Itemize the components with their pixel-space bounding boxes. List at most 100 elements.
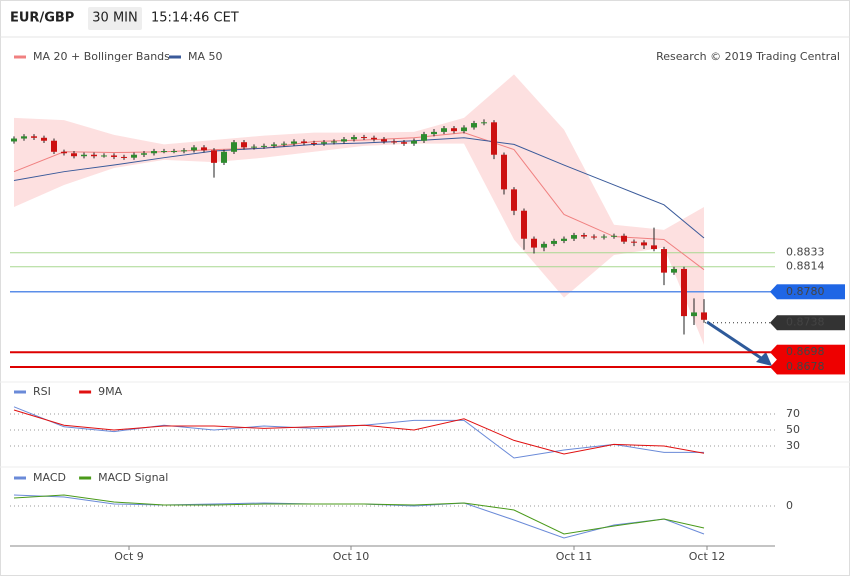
candle-body — [71, 153, 77, 157]
candle-body — [691, 312, 697, 317]
candle-body — [701, 312, 707, 320]
candle-body — [181, 150, 187, 152]
symbol: EUR/GBP — [10, 11, 74, 26]
level-label: 0.8698 — [786, 345, 825, 358]
candle-body — [421, 134, 427, 141]
candle-body — [481, 122, 487, 124]
x-tick-label: Oct 11 — [556, 550, 593, 563]
candle-body — [281, 143, 287, 145]
candle-body — [381, 139, 387, 142]
candle-body — [441, 128, 447, 132]
candle-body — [301, 141, 307, 143]
candle-body — [201, 147, 207, 151]
forecast-arrow — [706, 320, 768, 364]
series-line — [13, 494, 705, 535]
y-tick-label: 50 — [786, 423, 800, 436]
candle-body — [581, 235, 587, 237]
legend-label: MA 20 + Bollinger Bands — [33, 50, 170, 63]
candle-body — [491, 122, 497, 155]
candle-body — [641, 242, 647, 246]
candle-body — [611, 235, 617, 237]
level-box — [777, 315, 845, 331]
candle-body — [101, 155, 107, 157]
candle-body — [21, 136, 27, 139]
candle-body — [11, 138, 17, 142]
candle-body — [431, 131, 437, 135]
candle-body — [631, 241, 637, 243]
level-pointer — [770, 284, 777, 300]
source: Research © 2019 Trading Central — [656, 50, 840, 63]
y-tick-label: 0 — [786, 499, 793, 512]
candle-body — [61, 151, 67, 154]
candle-body — [571, 235, 577, 239]
candle-body — [131, 154, 137, 158]
candle-body — [511, 189, 517, 211]
candle-body — [351, 137, 357, 140]
interval: 30 MIN — [92, 11, 137, 26]
candle-body — [271, 144, 277, 146]
candle-body — [161, 151, 167, 153]
series-line — [13, 409, 705, 455]
candle-body — [261, 145, 267, 147]
candle-body — [241, 142, 247, 148]
interval-box — [88, 7, 142, 30]
candle-body — [461, 127, 467, 132]
candle-body — [231, 142, 237, 152]
candle-body — [331, 141, 337, 143]
candle-body — [471, 123, 477, 128]
candle-body — [551, 240, 557, 244]
candle-body — [531, 238, 537, 248]
candle-body — [211, 150, 217, 163]
y-tick-label: 30 — [786, 439, 800, 452]
candle-body — [651, 245, 657, 250]
candle-body — [191, 147, 197, 151]
candle-body — [371, 137, 377, 140]
arrow-head — [756, 352, 772, 366]
level-label: 0.8780 — [786, 285, 825, 298]
level-pointer — [770, 344, 777, 360]
level-label: 0.8833 — [786, 246, 825, 259]
level-label: 0.8814 — [786, 260, 825, 273]
candle-body — [341, 139, 347, 142]
candle-body — [451, 128, 457, 132]
legend-label: MA 50 — [188, 50, 223, 63]
legend-label: 9MA — [98, 385, 122, 398]
level-label: 0.8738 — [786, 316, 825, 329]
candle-body — [521, 210, 527, 239]
candle-body — [561, 238, 567, 241]
x-tick-label: Oct 12 — [689, 550, 726, 563]
candle-body — [251, 146, 257, 148]
candle-body — [91, 154, 97, 157]
candle-body — [291, 141, 297, 144]
candle-body — [541, 243, 547, 248]
legend-label: RSI — [33, 385, 51, 398]
legend-label: MACD — [33, 471, 66, 484]
legend-label: MACD Signal — [98, 471, 168, 484]
candle-body — [391, 141, 397, 143]
level-box — [777, 359, 845, 375]
candle-body — [411, 140, 417, 144]
candle-body — [81, 154, 87, 157]
candle-body — [661, 249, 667, 273]
level-box — [777, 284, 845, 300]
time: 15:14:46 CET — [151, 11, 239, 26]
candle-body — [591, 236, 597, 238]
x-tick-label: Oct 9 — [114, 550, 144, 563]
candle-body — [681, 268, 687, 317]
y-tick-label: 70 — [786, 407, 800, 420]
level-label: 0.8678 — [786, 360, 825, 373]
level-pointer — [770, 359, 777, 375]
level-pointer — [770, 315, 777, 331]
candle-body — [221, 151, 227, 163]
candle-body — [311, 142, 317, 144]
x-tick-label: Oct 10 — [333, 550, 370, 563]
level-box — [777, 344, 845, 360]
bollinger-band — [14, 74, 704, 345]
candle-body — [361, 137, 367, 139]
candle-body — [671, 268, 677, 273]
series-line — [13, 137, 705, 239]
candle-body — [321, 142, 327, 144]
candle-body — [111, 155, 117, 157]
